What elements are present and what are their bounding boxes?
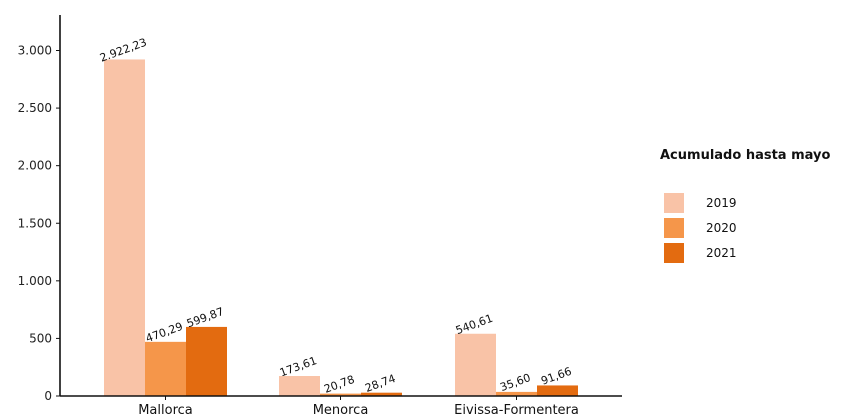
data-label-menorca-2019: 173,61 bbox=[278, 354, 319, 379]
data-label-menorca-2020: 20,78 bbox=[322, 373, 356, 396]
bar-menorca-2020 bbox=[320, 393, 361, 396]
legend-title: Acumulado hasta mayo bbox=[660, 148, 831, 163]
bar-mallorca-2021 bbox=[186, 326, 227, 396]
bar-menorca-2021 bbox=[361, 392, 402, 396]
bar-mallorca-2019 bbox=[104, 59, 145, 396]
bar-eivissa-formentera-2020 bbox=[496, 391, 537, 396]
legend-item-2020: 2020 bbox=[664, 215, 737, 240]
legend-item-2021: 2021 bbox=[664, 240, 737, 265]
data-label-mallorca-2021: 599,87 bbox=[185, 305, 226, 330]
y-tick-label-2500: 2.500 bbox=[18, 101, 52, 115]
bar-mallorca-2020 bbox=[145, 341, 186, 396]
y-tick-label-1500: 1.500 bbox=[18, 216, 52, 230]
data-label-eivissa-formentera-2019: 540,61 bbox=[454, 312, 495, 337]
legend-swatch-2019 bbox=[664, 192, 684, 213]
bar-menorca-2019 bbox=[279, 376, 320, 396]
y-tick-label-2000: 2.000 bbox=[18, 159, 52, 173]
legend-item-2019: 2019 bbox=[664, 190, 737, 215]
y-tick-label-0: 0 bbox=[44, 389, 52, 403]
legend-swatch-2021 bbox=[664, 242, 684, 263]
bar-eivissa-formentera-2019 bbox=[455, 333, 496, 396]
data-label-eivissa-formentera-2021: 91,66 bbox=[539, 365, 573, 388]
y-tick-label-1000: 1.000 bbox=[18, 274, 52, 288]
x-tick-label-mallorca: Mallorca bbox=[138, 403, 193, 418]
x-tick-label-eivissa-formentera: Eivissa-Formentera bbox=[454, 403, 579, 418]
y-tick-label-3000: 3.000 bbox=[18, 44, 52, 58]
y-tick-label-500: 500 bbox=[29, 331, 52, 345]
legend-label-2019: 2019 bbox=[706, 195, 737, 210]
bar-eivissa-formentera-2021 bbox=[537, 385, 578, 396]
data-label-mallorca-2020: 470,29 bbox=[144, 320, 185, 345]
x-tick-label-menorca: Menorca bbox=[313, 403, 369, 418]
legend: 2019 2020 2021 bbox=[664, 190, 737, 265]
legend-label-2021: 2021 bbox=[706, 245, 737, 260]
legend-swatch-2020 bbox=[664, 217, 684, 238]
data-label-menorca-2021: 28,74 bbox=[363, 372, 397, 395]
data-label-eivissa-formentera-2020: 35,60 bbox=[498, 371, 532, 394]
legend-label-2020: 2020 bbox=[706, 220, 737, 235]
